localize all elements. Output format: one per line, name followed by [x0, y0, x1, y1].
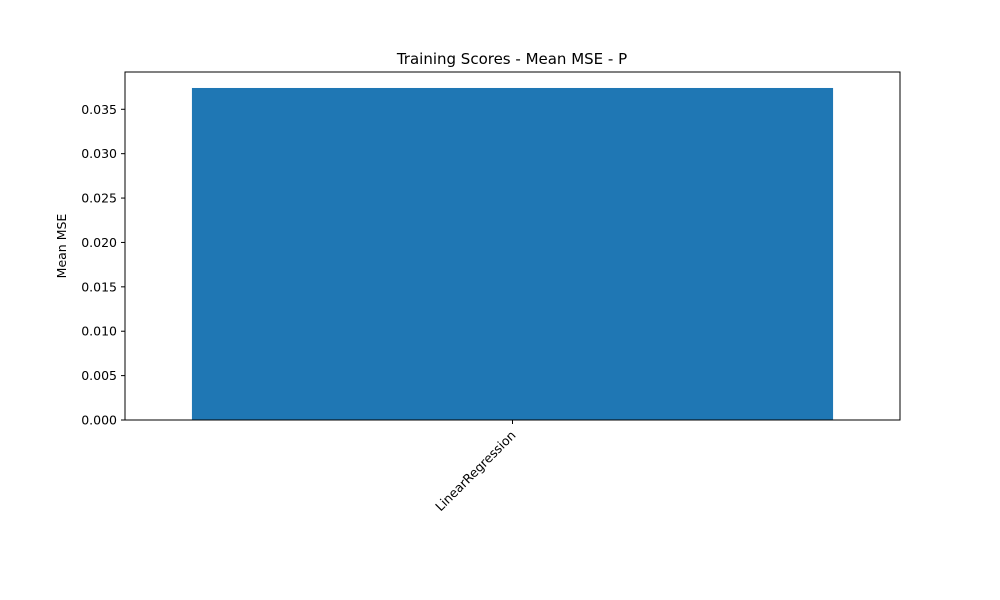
plot-frame — [124, 71, 901, 421]
y-axis: 0.000 0.005 0.010 0.015 0.020 0.025 0.030 0.035 — [81, 102, 125, 428]
y-axis-label: Mean MSE — [54, 214, 69, 279]
y-tick-label: 0.025 — [81, 191, 117, 206]
bars-group — [191, 87, 834, 421]
y-tick-label: 0.035 — [81, 102, 117, 117]
y-tick-label: 0.010 — [81, 324, 117, 339]
bar-linearregression — [191, 87, 834, 421]
y-tick-label: 0.005 — [81, 368, 117, 383]
y-tick-label: 0.020 — [81, 235, 117, 250]
chart-title: Training Scores - Mean MSE - P — [396, 50, 627, 68]
y-tick-label: 0.000 — [81, 413, 117, 428]
y-tick-label: 0.030 — [81, 146, 117, 161]
y-tick-label: 0.015 — [81, 279, 117, 294]
